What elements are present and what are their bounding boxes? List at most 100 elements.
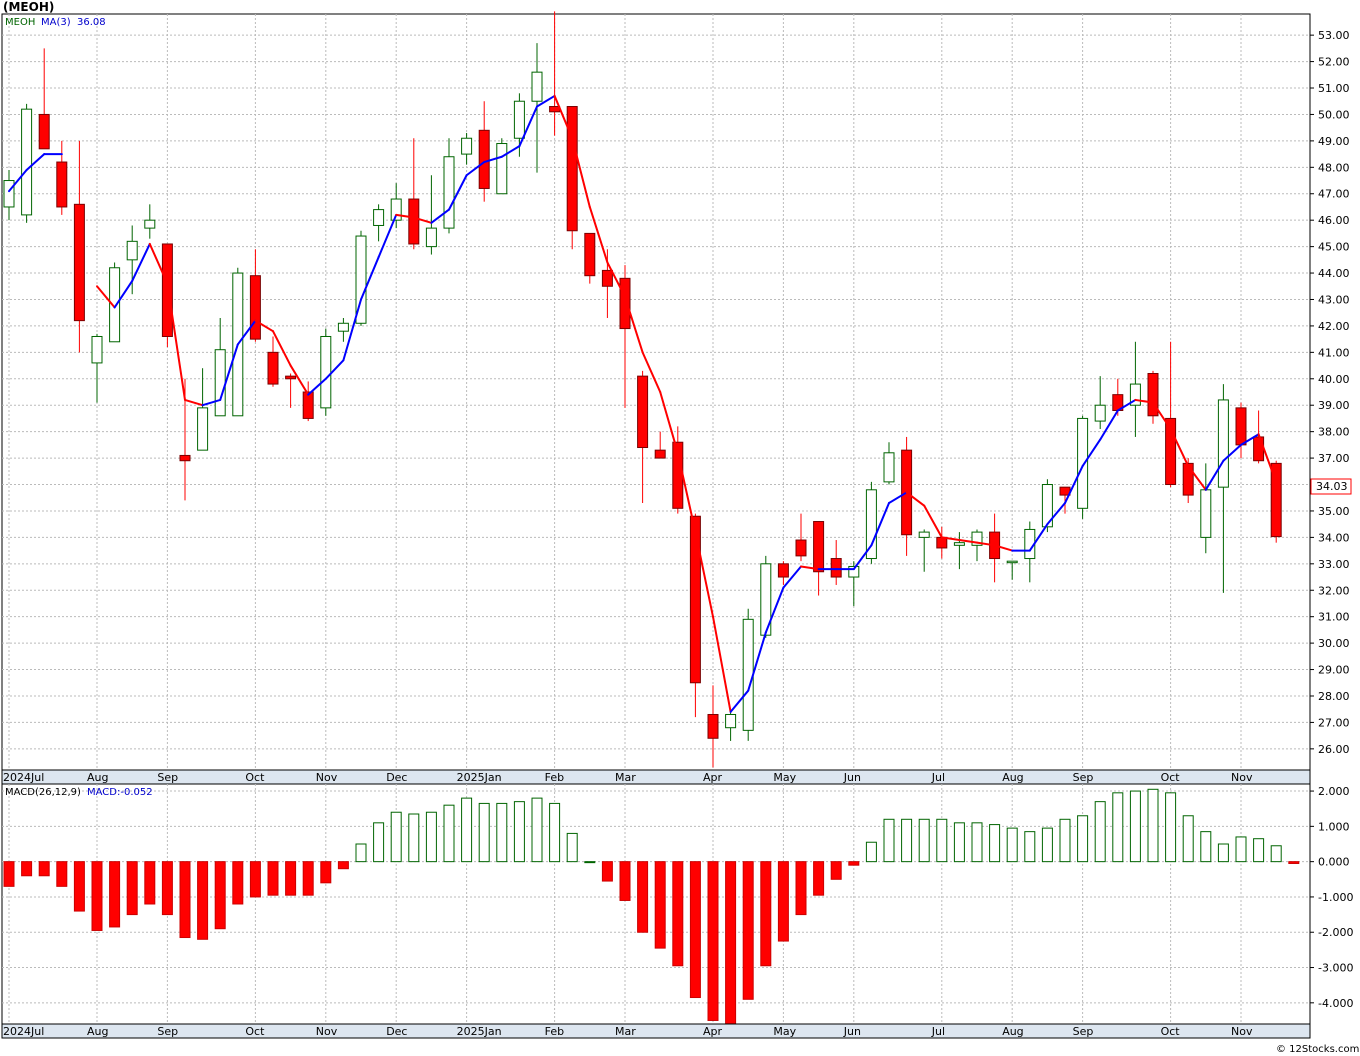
candle-body-up	[197, 407, 209, 451]
candle-body-up	[461, 137, 473, 155]
candle-body-up	[425, 227, 437, 248]
candle	[408, 138, 420, 250]
candle-body-up	[1200, 489, 1212, 538]
macd-x-tick-label: 2025Jan	[457, 1025, 502, 1038]
candle	[1006, 560, 1018, 580]
price-x-axis: 2024Jul Aug Sep Oct Nov Dec 2025Jan Feb Mar Apr Ma…	[3, 771, 1253, 784]
macd-x-axis: 2024Jul Aug Sep Oct Nov Dec 2025Jan Feb Mar Apr Ma…	[3, 1025, 1253, 1038]
ma-segment	[1152, 401, 1172, 431]
candle-body-up	[373, 209, 385, 226]
macd-bar-positive	[1147, 788, 1159, 863]
macd-x-tick-label: Aug	[87, 1025, 108, 1038]
candle	[461, 132, 473, 165]
ma-segment	[324, 359, 345, 380]
candle-body-down	[38, 113, 50, 150]
candle-body-up	[126, 240, 138, 261]
candle	[302, 381, 314, 422]
macd-bar-positive	[461, 797, 473, 863]
macd-bar-negative	[197, 861, 209, 940]
candle-body-up	[953, 542, 965, 546]
macd-bar-negative	[144, 861, 156, 905]
ma-segment	[236, 319, 257, 346]
ma-segment	[588, 205, 609, 264]
macd-bar-positive	[549, 802, 561, 863]
candle-body-up	[109, 267, 121, 343]
ma-segment	[518, 105, 538, 148]
price-y-tick-label: 41.00	[1318, 346, 1350, 359]
macd-x-tick-label: Mar	[615, 1025, 636, 1038]
macd-bar-negative	[337, 861, 349, 870]
macd-bar-positive	[390, 811, 402, 863]
candle	[161, 243, 173, 348]
macd-bar-positive	[901, 818, 913, 863]
price-y-tick-label: 52.00	[1318, 56, 1350, 69]
ma-segment	[201, 398, 222, 407]
macd-bar-positive	[1112, 792, 1124, 863]
price-x-tick-label: Aug	[1002, 771, 1023, 784]
candle-body-down	[1182, 462, 1194, 496]
macd-bar-positive	[918, 818, 930, 863]
price-x-tick-label: Nov	[1231, 771, 1253, 784]
candle	[637, 370, 649, 504]
macd-bar-negative	[654, 861, 666, 949]
ma-segment	[8, 168, 28, 193]
price-x-tick-label: 2025Jan	[457, 771, 502, 784]
candle-body-down	[1165, 417, 1177, 486]
ma-segment	[676, 451, 697, 534]
legend-ma-value: 36.08	[77, 17, 106, 28]
macd-bar-positive	[425, 811, 437, 863]
candle-body-up	[1094, 404, 1106, 422]
candle-body-down	[795, 539, 807, 557]
macd-x-tick-label: Oct	[245, 1025, 265, 1038]
price-y-tick-label: 37.00	[1318, 452, 1350, 465]
macd-bar-negative	[214, 861, 226, 930]
ma-segment	[1187, 465, 1207, 491]
candle-body-down	[549, 106, 561, 113]
macd-bar-positive	[373, 822, 385, 863]
price-x-tick-label: Oct	[1161, 771, 1181, 784]
candle-body-up	[443, 156, 455, 229]
candle	[285, 373, 297, 408]
ma-segment	[289, 364, 310, 396]
macd-bar-positive	[1094, 801, 1106, 863]
macd-bar-positive	[1200, 831, 1212, 863]
macd-bar-positive	[1165, 792, 1177, 863]
macd-bar-negative	[179, 861, 191, 939]
candle-body-down	[707, 713, 719, 739]
macd-bar-negative	[813, 861, 825, 896]
macd-y-tick-label: -1.000	[1318, 891, 1353, 904]
macd-bar-positive	[513, 801, 525, 863]
macd-bar-positive	[1217, 843, 1229, 863]
macd-bar-positive	[496, 802, 508, 863]
macd-bar-negative	[249, 861, 261, 898]
candle	[830, 540, 842, 585]
candle-body-up	[21, 108, 33, 216]
legend-ma-label: MA(3)	[41, 17, 71, 28]
candle-body-up	[91, 335, 103, 364]
ma-segment	[888, 491, 908, 505]
candle	[654, 431, 666, 459]
macd-bar-negative	[320, 861, 332, 884]
macd-bar-positive	[1235, 836, 1247, 863]
price-plot-area	[1, 13, 1311, 771]
macd-bar-positive	[1182, 815, 1194, 863]
ma-segment	[782, 565, 802, 589]
candle-body-down	[813, 521, 825, 573]
macd-y-tick-label: -3.000	[1318, 962, 1353, 975]
price-y-tick-label: 46.00	[1318, 214, 1350, 227]
chart-title: (MEOH)	[3, 0, 54, 14]
ma-segment	[1116, 398, 1137, 412]
price-y-tick-label: 30.00	[1318, 637, 1350, 650]
macd-bar-negative	[725, 861, 737, 1030]
ma-segment	[747, 631, 767, 692]
macd-bar-negative	[302, 861, 314, 896]
ma-segment	[852, 544, 873, 571]
candle	[566, 106, 578, 250]
macd-bar-negative	[38, 861, 50, 877]
candle	[865, 481, 877, 564]
ma-segment	[553, 94, 574, 140]
macd-bar-negative	[73, 861, 85, 912]
candle	[373, 204, 385, 242]
macd-y-tick-label: -4.000	[1318, 997, 1353, 1010]
